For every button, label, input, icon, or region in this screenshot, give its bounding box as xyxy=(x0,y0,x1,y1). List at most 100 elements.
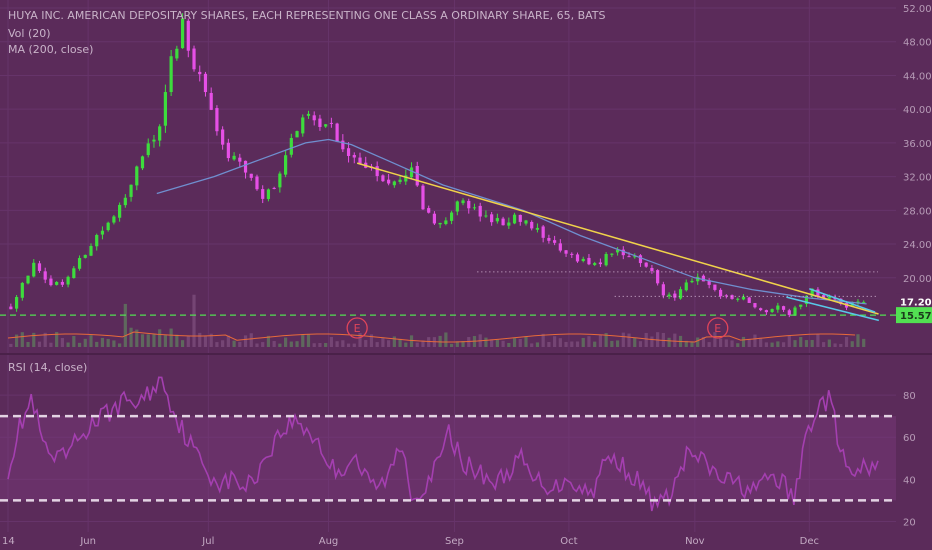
volume-bar xyxy=(810,339,814,347)
volume-bar xyxy=(169,328,173,347)
candle-body xyxy=(535,227,540,230)
volume-bar xyxy=(329,336,333,347)
candle-body xyxy=(512,214,517,224)
candle-body xyxy=(575,254,580,262)
candle-body xyxy=(764,310,768,313)
rsi-axis-tick: 80 xyxy=(903,391,916,402)
volume-bar xyxy=(862,338,866,347)
candle-body xyxy=(524,220,528,224)
time-axis-tick: Sep xyxy=(445,536,464,547)
volume-bar xyxy=(570,341,574,347)
volume-bar xyxy=(209,333,213,347)
descending-trendline xyxy=(356,162,879,315)
volume-bar xyxy=(558,338,562,347)
volume-bar xyxy=(627,333,631,347)
volume-bar xyxy=(844,336,849,347)
volume-bar xyxy=(804,340,809,347)
volume-bar xyxy=(341,340,345,347)
volume-bar xyxy=(306,334,311,347)
volume-bar xyxy=(381,337,385,347)
volume-bar xyxy=(312,343,316,347)
price-axis-tick: 24.00 xyxy=(903,240,932,251)
volume-bar xyxy=(507,343,511,347)
volume-bar xyxy=(135,329,139,347)
volume-bar xyxy=(667,337,671,347)
volume-bar xyxy=(186,336,190,347)
volume-bar xyxy=(215,342,219,347)
candle-body xyxy=(421,185,425,210)
candle-body xyxy=(89,245,93,256)
candle-body xyxy=(570,253,574,255)
candle-body xyxy=(238,157,242,162)
volume-bar xyxy=(180,340,185,347)
candle-body xyxy=(146,143,150,156)
candle-body xyxy=(306,113,311,116)
volume-bar xyxy=(346,343,351,347)
candle-body xyxy=(140,156,145,169)
candle-body xyxy=(793,307,797,316)
candle-body xyxy=(604,253,608,266)
volume-bar xyxy=(283,337,288,347)
candle-body xyxy=(495,218,499,222)
candle-body xyxy=(478,205,482,217)
candle-body xyxy=(100,230,105,235)
candle-body xyxy=(684,282,688,291)
rsi-axis-tick: 60 xyxy=(903,433,916,444)
candle-body xyxy=(152,139,156,142)
candle-body xyxy=(678,289,683,299)
volume-bar xyxy=(541,333,545,347)
volume-bar xyxy=(289,341,293,347)
candle-body xyxy=(753,303,757,308)
candle-body xyxy=(558,243,562,251)
volume-bar xyxy=(535,342,540,347)
candle-body xyxy=(135,166,139,186)
candle-body xyxy=(398,179,402,182)
candle-body xyxy=(656,270,660,284)
candle-body xyxy=(387,179,391,184)
volume-bar xyxy=(158,329,162,347)
price-axis-tick: 32.00 xyxy=(903,173,932,184)
volume-label: Vol (20) xyxy=(8,27,51,40)
volume-bar xyxy=(501,340,505,347)
candle-body xyxy=(461,200,465,204)
volume-bar xyxy=(89,335,93,347)
volume-bar xyxy=(100,337,105,347)
candle-body xyxy=(627,256,631,258)
volume-bar xyxy=(822,342,826,347)
volume-bar xyxy=(398,338,402,347)
volume-bar xyxy=(701,336,706,347)
price-layer xyxy=(9,13,866,318)
candle-body xyxy=(449,212,454,221)
earnings-marker-circle xyxy=(707,317,729,339)
candle-body xyxy=(392,181,396,186)
candle-body xyxy=(169,56,173,93)
candle-body xyxy=(724,295,728,297)
candle-body xyxy=(158,126,162,141)
ma-200-line xyxy=(156,138,867,305)
volume-bar xyxy=(518,338,522,347)
volume-bar xyxy=(387,340,391,347)
candle-body xyxy=(106,222,110,231)
candle-body xyxy=(427,208,431,213)
volume-bar xyxy=(232,340,236,347)
candle-body xyxy=(14,297,19,309)
volume-bar xyxy=(747,338,751,347)
volume-bar xyxy=(512,337,517,347)
candle-body xyxy=(490,214,494,223)
candle-body xyxy=(77,258,82,269)
candle-body xyxy=(501,218,505,226)
candle-body xyxy=(713,284,717,290)
rsi-layer xyxy=(0,376,896,512)
volume-bar xyxy=(724,339,728,347)
volume-bar xyxy=(26,341,30,347)
volume-bar xyxy=(364,340,368,347)
candle-body xyxy=(226,142,230,159)
candle-body xyxy=(432,213,437,224)
candle-body xyxy=(610,253,614,255)
volume-bar xyxy=(123,303,127,347)
volume-bar xyxy=(455,341,459,347)
candle-body xyxy=(747,297,751,303)
time-axis-tick: Nov xyxy=(685,536,705,547)
candle-body xyxy=(862,301,866,303)
candle-body xyxy=(375,166,379,177)
